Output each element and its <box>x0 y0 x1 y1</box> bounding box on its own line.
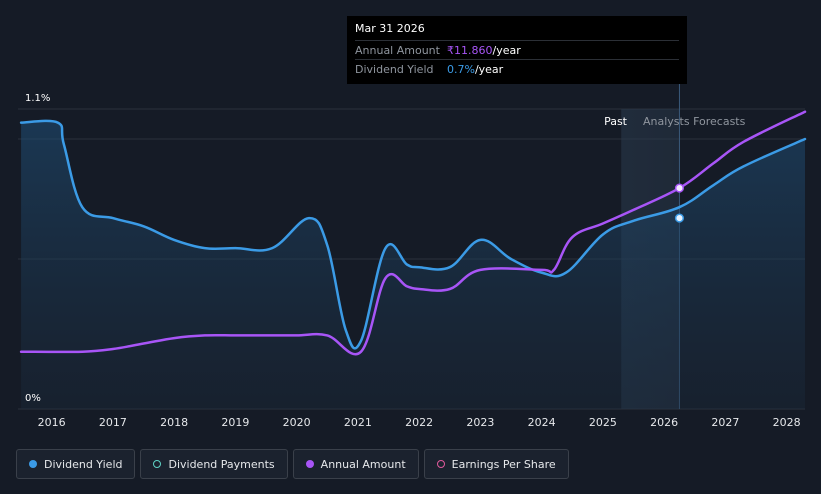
hollow-circle-icon <box>153 460 162 468</box>
dividend-yield-line <box>19 119 807 350</box>
x-tick-label: 2021 <box>344 416 372 429</box>
tooltip-row-annual-amount: Annual Amount ₹11.860/year <box>355 40 679 59</box>
legend-label: Dividend Yield <box>44 457 123 471</box>
hollow-circle-icon <box>436 460 445 468</box>
x-tick-label: 2018 <box>160 416 188 429</box>
tooltip-value: ₹11.860 <box>447 44 493 57</box>
dividend-yield-marker <box>674 213 684 223</box>
yield-area <box>21 120 806 409</box>
y-label-top: 1.1% <box>25 93 50 104</box>
series-lines <box>19 110 807 356</box>
forecast-label: Analysts Forecasts <box>643 115 746 128</box>
annual-amount-marker <box>674 183 684 193</box>
y-label-bottom: 0% <box>25 393 41 404</box>
legend-dividend-payments[interactable]: Dividend Payments <box>140 449 288 479</box>
x-tick-label: 2023 <box>466 416 494 429</box>
tooltip-date: Mar 31 2026 <box>355 22 425 35</box>
legend: Dividend Yield Dividend Payments Annual … <box>16 449 569 479</box>
x-tick-label: 2016 <box>38 416 66 429</box>
x-axis: 2016 2017 2018 2019 2020 2021 2022 2023 2024 2025… <box>38 416 801 429</box>
tooltip-suffix: /year <box>492 44 521 57</box>
x-tick-label: 2024 <box>528 416 556 429</box>
x-tick-label: 2017 <box>99 416 127 429</box>
filled-circle-icon <box>305 460 314 468</box>
x-tick-label: 2027 <box>711 416 739 429</box>
x-tick-label: 2022 <box>405 416 433 429</box>
tooltip-suffix: /year <box>474 63 504 76</box>
annual-amount-line <box>19 110 807 356</box>
x-tick-label: 2026 <box>650 416 678 429</box>
legend-label: Annual Amount <box>320 457 406 471</box>
x-tick-label: 2020 <box>283 416 311 429</box>
tooltip-value: 0.7% <box>447 63 475 76</box>
dividend-yield-area <box>21 120 806 409</box>
past-label: Past <box>604 115 628 128</box>
legend-dividend-yield[interactable]: Dividend Yield <box>16 449 136 479</box>
tooltip-key: Dividend Yield <box>355 63 434 76</box>
tooltip: Mar 31 2026 Annual Amount ₹11.860/year D… <box>347 16 687 84</box>
legend-label: Dividend Payments <box>168 457 275 471</box>
legend-label: Earnings Per Share <box>451 457 556 471</box>
x-tick-label: 2025 <box>589 416 617 429</box>
tooltip-row-dividend-yield: Dividend Yield 0.7%/year <box>355 59 679 78</box>
legend-earnings-per-share[interactable]: Earnings Per Share <box>423 449 569 479</box>
x-tick-label: 2019 <box>221 416 249 429</box>
filled-circle-icon <box>29 460 37 468</box>
legend-annual-amount[interactable]: Annual Amount <box>292 449 419 479</box>
tooltip-key: Annual Amount <box>355 44 440 57</box>
x-tick-label: 2028 <box>773 416 801 429</box>
highlight-markers <box>674 183 684 223</box>
